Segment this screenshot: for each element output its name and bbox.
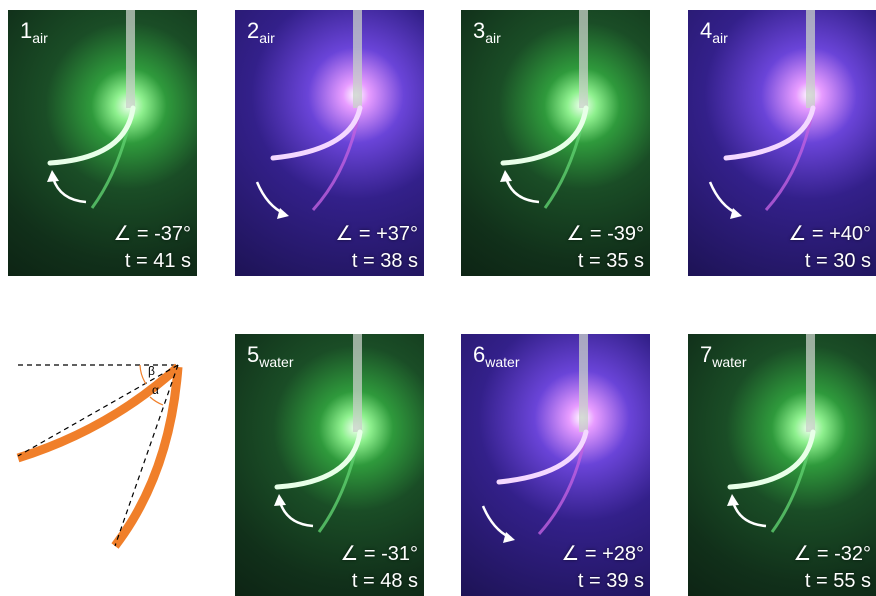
- figure: β α (() => { const data = JSON.parse(doc…: [0, 0, 876, 596]
- medium: air: [485, 30, 501, 46]
- angle-diagram: β α: [0, 334, 200, 564]
- angle-text: ∠ = -39°: [566, 221, 644, 246]
- angle-text: ∠ = +40°: [788, 221, 871, 246]
- panel-number: 1: [20, 18, 32, 43]
- panel-number: 6: [473, 342, 485, 367]
- panel-label: 3air: [473, 18, 501, 46]
- angle-text: ∠ = -37°: [113, 221, 191, 246]
- medium: air: [712, 30, 728, 46]
- photo-panel: 2air ∠ = +37° t = 38 s: [235, 10, 424, 276]
- time-text: t = 35 s: [578, 250, 644, 273]
- angle-text: ∠ = +28°: [561, 541, 644, 566]
- panel-label: 1air: [20, 18, 48, 46]
- beta-label: β: [148, 364, 155, 378]
- medium: water: [485, 354, 519, 370]
- panel-label: 4air: [700, 18, 728, 46]
- photo-panel: 1air ∠ = -37° t = 41 s: [8, 10, 197, 276]
- time-text: t = 48 s: [352, 570, 418, 593]
- panel-label: 7water: [700, 342, 746, 370]
- angle-text: ∠ = -32°: [793, 541, 871, 566]
- panel-number: 2: [247, 18, 259, 43]
- panel-number: 7: [700, 342, 712, 367]
- photo-panel: 5water ∠ = -31° t = 48 s: [235, 334, 424, 596]
- medium: water: [712, 354, 746, 370]
- time-text: t = 39 s: [578, 570, 644, 593]
- panel-label: 6water: [473, 342, 519, 370]
- angle-text: ∠ = +37°: [335, 221, 418, 246]
- time-text: t = 41 s: [125, 250, 191, 273]
- medium: water: [259, 354, 293, 370]
- panel-label: 5water: [247, 342, 293, 370]
- photo-panel: 4air ∠ = +40° t = 30 s: [688, 10, 876, 276]
- panel-number: 3: [473, 18, 485, 43]
- photo-panel: 3air ∠ = -39° t = 35 s: [461, 10, 650, 276]
- time-text: t = 38 s: [352, 250, 418, 273]
- alpha-label: α: [152, 383, 159, 397]
- medium: air: [32, 30, 48, 46]
- photo-panel: 6water ∠ = +28° t = 39 s: [461, 334, 650, 596]
- time-text: t = 55 s: [805, 570, 871, 593]
- medium: air: [259, 30, 275, 46]
- panel-number: 4: [700, 18, 712, 43]
- angle-text: ∠ = -31°: [340, 541, 418, 566]
- time-text: t = 30 s: [805, 250, 871, 273]
- panel-label: 2air: [247, 18, 275, 46]
- panel-number: 5: [247, 342, 259, 367]
- photo-panel: 7water ∠ = -32° t = 55 s: [688, 334, 876, 596]
